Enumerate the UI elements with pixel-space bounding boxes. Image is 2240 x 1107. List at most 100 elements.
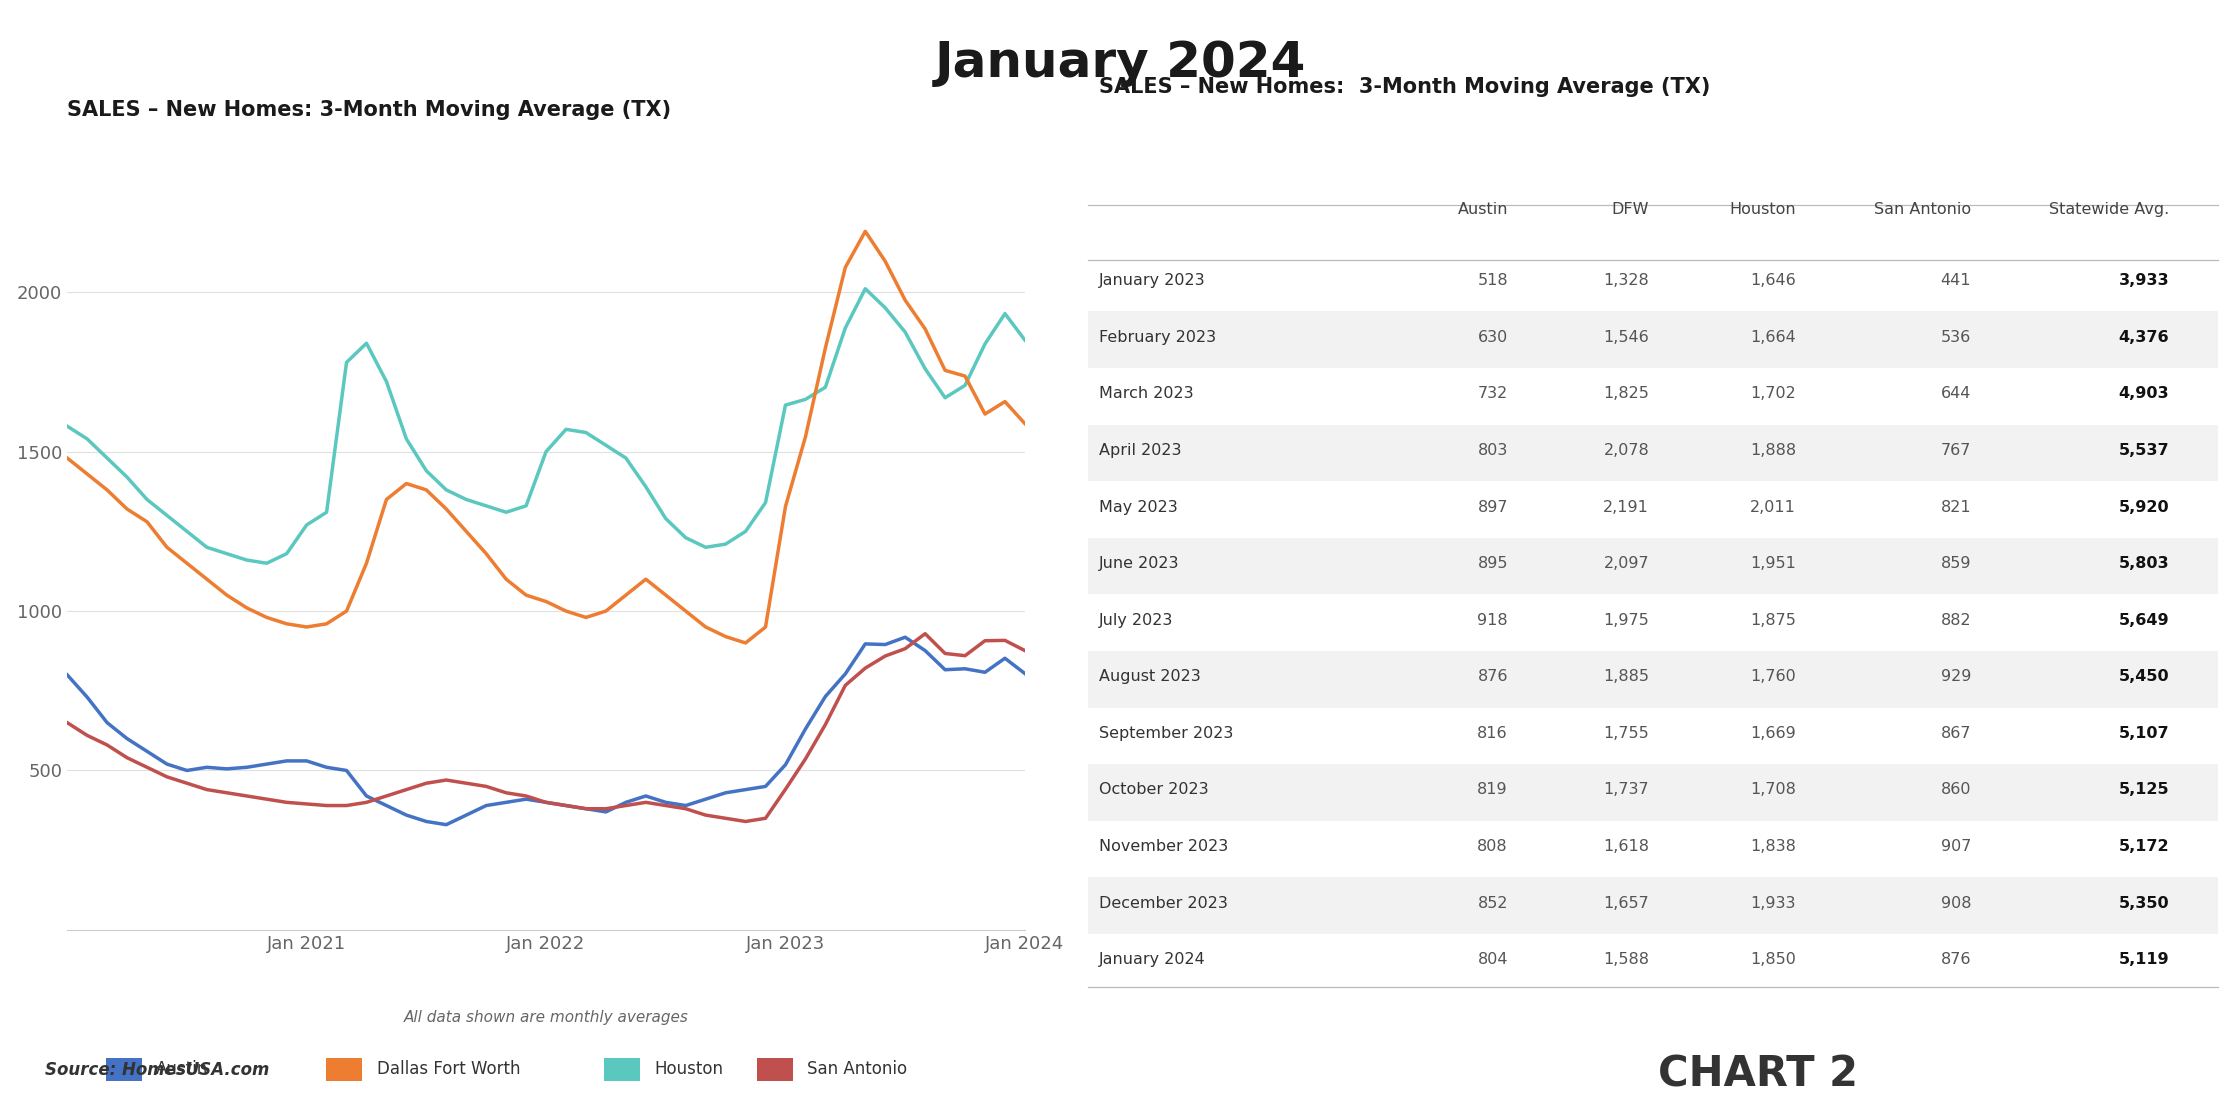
Bar xyxy=(1089,651,2218,707)
Text: 895: 895 xyxy=(1478,556,1508,571)
Text: 1,951: 1,951 xyxy=(1749,556,1796,571)
Text: January 2024: January 2024 xyxy=(1100,952,1205,968)
Text: 852: 852 xyxy=(1478,896,1508,911)
Text: 2,097: 2,097 xyxy=(1604,556,1649,571)
Text: All data shown are monthly averages: All data shown are monthly averages xyxy=(403,1010,688,1025)
Bar xyxy=(757,1058,793,1080)
Text: February 2023: February 2023 xyxy=(1100,330,1216,344)
Text: 3,933: 3,933 xyxy=(2119,273,2168,288)
Text: 897: 897 xyxy=(1478,499,1508,515)
Text: 4,903: 4,903 xyxy=(2119,386,2168,402)
Text: 2,191: 2,191 xyxy=(1604,499,1649,515)
Text: 819: 819 xyxy=(1478,783,1508,797)
Text: Houston: Houston xyxy=(1729,201,1796,217)
Text: 1,708: 1,708 xyxy=(1749,783,1796,797)
Text: 4,376: 4,376 xyxy=(2119,330,2168,344)
Text: DFW: DFW xyxy=(1611,201,1649,217)
Text: April 2023: April 2023 xyxy=(1100,443,1180,458)
Bar xyxy=(603,1058,641,1080)
Text: 1,702: 1,702 xyxy=(1749,386,1796,402)
Text: 441: 441 xyxy=(1940,273,1971,288)
Text: 1,755: 1,755 xyxy=(1604,726,1649,741)
Text: 1,885: 1,885 xyxy=(1604,670,1649,684)
Text: November 2023: November 2023 xyxy=(1100,839,1228,855)
Text: 816: 816 xyxy=(1478,726,1508,741)
Text: 732: 732 xyxy=(1478,386,1508,402)
Text: Statewide Avg.: Statewide Avg. xyxy=(2050,201,2168,217)
Text: 1,933: 1,933 xyxy=(1752,896,1796,911)
Text: 860: 860 xyxy=(1940,783,1971,797)
Text: SALES – New Homes:  3-Month Moving Average (TX): SALES – New Homes: 3-Month Moving Averag… xyxy=(1100,77,1709,97)
Text: 908: 908 xyxy=(1940,896,1971,911)
Text: 644: 644 xyxy=(1940,386,1971,402)
Text: July 2023: July 2023 xyxy=(1100,613,1174,628)
Text: 907: 907 xyxy=(1940,839,1971,855)
Text: December 2023: December 2023 xyxy=(1100,896,1228,911)
Text: June 2023: June 2023 xyxy=(1100,556,1178,571)
Text: Houston: Houston xyxy=(654,1061,724,1078)
Text: 1,825: 1,825 xyxy=(1604,386,1649,402)
Text: 808: 808 xyxy=(1478,839,1508,855)
Text: 518: 518 xyxy=(1478,273,1508,288)
Text: 918: 918 xyxy=(1478,613,1508,628)
Text: 1,657: 1,657 xyxy=(1604,896,1649,911)
Text: August 2023: August 2023 xyxy=(1100,670,1201,684)
Bar xyxy=(1089,877,2218,934)
Text: 5,119: 5,119 xyxy=(2119,952,2168,968)
Text: 1,618: 1,618 xyxy=(1604,839,1649,855)
Bar xyxy=(325,1058,363,1080)
Text: September 2023: September 2023 xyxy=(1100,726,1234,741)
Text: Source: HomesUSA.com: Source: HomesUSA.com xyxy=(45,1062,269,1079)
Text: 803: 803 xyxy=(1478,443,1508,458)
Bar xyxy=(105,1058,141,1080)
Bar xyxy=(1089,425,2218,482)
Text: March 2023: March 2023 xyxy=(1100,386,1194,402)
Text: 1,838: 1,838 xyxy=(1749,839,1796,855)
Text: Austin: Austin xyxy=(1458,201,1508,217)
Text: Austin: Austin xyxy=(157,1061,208,1078)
Text: 536: 536 xyxy=(1942,330,1971,344)
Text: 1,975: 1,975 xyxy=(1604,613,1649,628)
Text: 804: 804 xyxy=(1478,952,1508,968)
Text: 5,350: 5,350 xyxy=(2119,896,2168,911)
Text: 1,588: 1,588 xyxy=(1604,952,1649,968)
Text: SALES – New Homes: 3-Month Moving Average (TX): SALES – New Homes: 3-Month Moving Averag… xyxy=(67,100,672,121)
Text: 1,760: 1,760 xyxy=(1749,670,1796,684)
Text: 1,664: 1,664 xyxy=(1749,330,1796,344)
Text: 1,850: 1,850 xyxy=(1749,952,1796,968)
Text: 5,920: 5,920 xyxy=(2119,499,2168,515)
Text: 821: 821 xyxy=(1940,499,1971,515)
Text: 1,875: 1,875 xyxy=(1749,613,1796,628)
Text: 1,546: 1,546 xyxy=(1604,330,1649,344)
Text: 5,649: 5,649 xyxy=(2119,613,2168,628)
Text: CHART 2: CHART 2 xyxy=(1658,1054,1857,1096)
Text: 876: 876 xyxy=(1940,952,1971,968)
Text: San Antonio: San Antonio xyxy=(1875,201,1971,217)
Text: 859: 859 xyxy=(1940,556,1971,571)
Text: 882: 882 xyxy=(1940,613,1971,628)
Bar xyxy=(1089,538,2218,594)
Text: October 2023: October 2023 xyxy=(1100,783,1207,797)
Text: 1,328: 1,328 xyxy=(1604,273,1649,288)
Text: 5,803: 5,803 xyxy=(2119,556,2168,571)
Text: 5,107: 5,107 xyxy=(2119,726,2168,741)
Text: 876: 876 xyxy=(1478,670,1508,684)
Text: 1,646: 1,646 xyxy=(1749,273,1796,288)
Text: 5,125: 5,125 xyxy=(2119,783,2168,797)
Text: May 2023: May 2023 xyxy=(1100,499,1178,515)
Text: 2,011: 2,011 xyxy=(1749,499,1796,515)
Text: 1,669: 1,669 xyxy=(1749,726,1796,741)
Bar xyxy=(1089,764,2218,820)
Text: 767: 767 xyxy=(1940,443,1971,458)
Text: 867: 867 xyxy=(1940,726,1971,741)
Text: 929: 929 xyxy=(1940,670,1971,684)
Text: 5,537: 5,537 xyxy=(2119,443,2168,458)
Text: January 2024: January 2024 xyxy=(934,39,1306,86)
Bar xyxy=(1089,311,2218,368)
Text: San Antonio: San Antonio xyxy=(806,1061,907,1078)
Text: 2,078: 2,078 xyxy=(1604,443,1649,458)
Text: 630: 630 xyxy=(1478,330,1508,344)
Text: 5,172: 5,172 xyxy=(2119,839,2168,855)
Text: Dallas Fort Worth: Dallas Fort Worth xyxy=(376,1061,520,1078)
Text: January 2023: January 2023 xyxy=(1100,273,1205,288)
